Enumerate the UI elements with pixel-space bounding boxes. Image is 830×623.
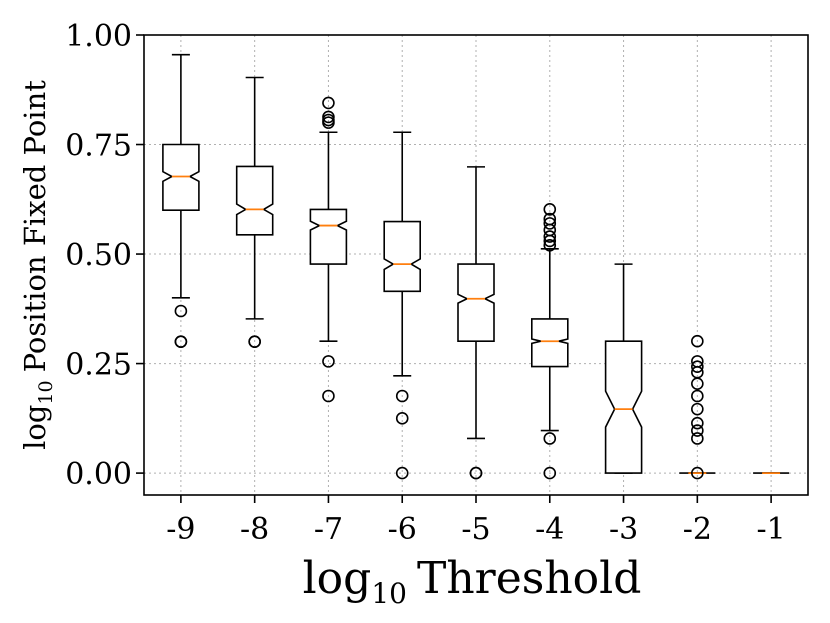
y-tick-label: 0.25: [65, 348, 132, 383]
outlier-point: [174, 335, 188, 348]
box-body: [457, 263, 495, 343]
y-tick-label: 0.50: [65, 238, 132, 273]
box-body: [604, 340, 643, 474]
outlier-point: [174, 304, 188, 318]
outlier-point: [691, 424, 704, 437]
outlier-point: [691, 377, 704, 391]
outlier-point: [543, 432, 557, 445]
box-body: [309, 208, 348, 265]
box-group: [530, 203, 569, 480]
outlier-point: [543, 203, 557, 216]
box-group: [383, 131, 422, 480]
outlier-point: [691, 466, 704, 480]
outlier-point: [395, 466, 409, 480]
x-axis-title: log10 Threshold: [303, 553, 642, 610]
box-body: [530, 318, 569, 368]
outlier-point: [691, 360, 704, 373]
box-group: [679, 334, 716, 480]
outlier-point: [395, 412, 409, 425]
outlier-point: [691, 389, 704, 403]
outlier-point: [322, 96, 335, 110]
y-axis-label-text: Position Fixed Point: [18, 80, 52, 373]
y-tick-label: 0.00: [65, 457, 132, 492]
outlier-point: [322, 116, 335, 129]
box-group: [309, 96, 348, 403]
outlier-point: [543, 238, 557, 252]
y-ticks: 0.00 0.25 0.50 0.75 1.00: [65, 19, 144, 492]
x-axis-label-text: Threshold: [417, 553, 641, 604]
box-group: [457, 166, 495, 480]
outlier-point: [543, 217, 557, 230]
outlier-point: [543, 230, 557, 243]
outlier-point: [469, 466, 483, 480]
box-layer: [162, 53, 790, 480]
box-body: [235, 165, 274, 236]
box-group: [604, 263, 643, 474]
x-tick-label: -9: [166, 512, 195, 547]
x-tick-label: -2: [683, 512, 712, 547]
box-group: [235, 76, 274, 348]
outlier-point: [691, 432, 704, 445]
x-tick-label: -8: [240, 512, 269, 547]
outlier-point: [248, 335, 261, 348]
x-tick-label: -5: [461, 512, 490, 547]
outlier-point: [691, 334, 704, 348]
x-ticks: -9 -8 -7 -6 -5 -4 -3 -2 -1: [166, 495, 786, 547]
box-group: [162, 53, 200, 348]
x-tick-label: -1: [756, 512, 785, 547]
x-tick-label: -7: [314, 512, 343, 547]
outlier-point: [691, 402, 704, 416]
outlier-point: [691, 416, 704, 430]
x-tick-label: -6: [388, 512, 417, 547]
x-tick-label: -4: [535, 512, 564, 547]
box-body: [383, 220, 422, 293]
outlier-point: [395, 389, 409, 403]
y-tick-label: 0.75: [65, 129, 132, 164]
y-axis-log-subscript: 10: [35, 380, 57, 404]
outlier-point: [543, 234, 557, 248]
outlier-point: [543, 466, 557, 480]
x-tick-label: -3: [609, 512, 638, 547]
y-axis-title: log10 Position Fixed Point: [18, 80, 57, 450]
x-axis-log-subscript: 10: [371, 577, 407, 610]
outlier-point: [322, 389, 335, 403]
x-axis-log-prefix: log: [303, 553, 372, 604]
y-tick-label: 1.00: [65, 19, 132, 54]
outlier-point: [322, 355, 335, 368]
y-axis-log-prefix: log: [18, 405, 52, 450]
